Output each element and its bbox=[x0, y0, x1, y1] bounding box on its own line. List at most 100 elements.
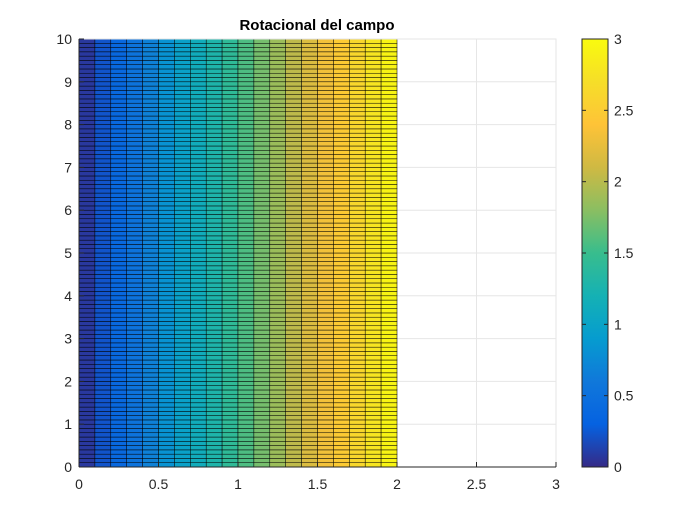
heatmap-cell bbox=[269, 231, 286, 237]
heatmap-cell bbox=[174, 325, 191, 331]
heatmap-cell bbox=[110, 192, 127, 198]
heatmap-cell bbox=[78, 304, 96, 309]
heatmap-cell bbox=[142, 137, 159, 142]
heatmap-cell bbox=[333, 393, 350, 399]
heatmap-cell bbox=[285, 274, 302, 279]
heatmap-cell bbox=[317, 351, 334, 356]
heatmap-cell bbox=[237, 222, 255, 228]
heatmap-cell bbox=[78, 162, 96, 168]
heatmap-cell bbox=[237, 90, 255, 95]
heatmap-cell bbox=[364, 214, 382, 220]
heatmap-cell bbox=[333, 137, 350, 142]
heatmap-cell bbox=[333, 274, 350, 279]
heatmap-cell bbox=[333, 179, 350, 185]
heatmap-cell bbox=[301, 38, 318, 44]
heatmap-cell bbox=[349, 321, 366, 327]
heatmap-cell bbox=[221, 321, 239, 327]
heatmap-cell bbox=[285, 308, 302, 314]
heatmap-cell bbox=[205, 85, 223, 91]
heatmap-cell bbox=[364, 304, 382, 309]
heatmap-cell bbox=[349, 51, 366, 57]
heatmap-cell bbox=[380, 432, 398, 438]
heatmap-cell bbox=[142, 60, 159, 65]
heatmap-cell bbox=[269, 38, 286, 44]
heatmap-cell bbox=[253, 402, 271, 408]
heatmap-cell bbox=[237, 98, 255, 104]
heatmap-cell bbox=[317, 244, 334, 249]
heatmap-cell bbox=[221, 282, 239, 288]
y-tick-label: 10 bbox=[56, 31, 72, 47]
heatmap-cell bbox=[78, 111, 96, 117]
heatmap-cell bbox=[301, 282, 318, 288]
heatmap-cell bbox=[285, 38, 302, 44]
heatmap-cell bbox=[364, 441, 382, 446]
heatmap-cell bbox=[364, 406, 382, 412]
heatmap-cell bbox=[317, 218, 334, 224]
heatmap-cell bbox=[380, 227, 398, 232]
heatmap-cell bbox=[126, 235, 143, 241]
heatmap-cell bbox=[237, 244, 255, 249]
heatmap-cell bbox=[285, 299, 302, 305]
heatmap-cell bbox=[237, 209, 255, 215]
heatmap-cell bbox=[142, 81, 159, 87]
heatmap-cell bbox=[158, 171, 175, 177]
heatmap-cell bbox=[333, 415, 350, 421]
heatmap-cell bbox=[78, 128, 96, 134]
heatmap-cell bbox=[158, 445, 175, 451]
heatmap-cell bbox=[380, 167, 398, 172]
heatmap-cell bbox=[221, 398, 239, 404]
heatmap-cell bbox=[126, 248, 143, 254]
heatmap-cell bbox=[317, 85, 334, 91]
heatmap-cell bbox=[78, 85, 96, 91]
colorbar-tick-label: 2.5 bbox=[614, 102, 634, 118]
heatmap-cell bbox=[190, 72, 207, 78]
heatmap-cell bbox=[126, 124, 143, 130]
heatmap-cell bbox=[333, 85, 350, 91]
heatmap-cell bbox=[269, 423, 286, 429]
heatmap-cell bbox=[94, 38, 112, 44]
heatmap-cell bbox=[349, 342, 366, 348]
heatmap-cell bbox=[190, 115, 207, 121]
heatmap-cell bbox=[158, 393, 175, 399]
heatmap-cell bbox=[237, 346, 255, 352]
heatmap-cell bbox=[110, 154, 127, 160]
heatmap-cell bbox=[380, 441, 398, 446]
heatmap-cell bbox=[237, 179, 255, 185]
heatmap-cell bbox=[253, 257, 271, 262]
heatmap-cell bbox=[158, 115, 175, 121]
heatmap-cell bbox=[333, 47, 350, 53]
heatmap-cell bbox=[158, 351, 175, 356]
heatmap-cell bbox=[380, 55, 398, 61]
heatmap-cell bbox=[94, 449, 112, 455]
heatmap-cell bbox=[301, 308, 318, 314]
heatmap-cell bbox=[158, 64, 175, 70]
heatmap-cell bbox=[94, 72, 112, 78]
heatmap-cell bbox=[364, 222, 382, 228]
heatmap-cell bbox=[110, 38, 127, 44]
heatmap-cell bbox=[94, 402, 112, 408]
heatmap-cell bbox=[174, 102, 191, 108]
heatmap-cell bbox=[301, 286, 318, 292]
heatmap-cell bbox=[301, 137, 318, 142]
heatmap-cell bbox=[126, 145, 143, 151]
heatmap-cell bbox=[333, 188, 350, 194]
heatmap-cell bbox=[317, 120, 334, 125]
heatmap-cell bbox=[364, 141, 382, 147]
heatmap-cell bbox=[78, 398, 96, 404]
heatmap-cell bbox=[142, 295, 159, 301]
heatmap-cell bbox=[285, 150, 302, 155]
heatmap-cell bbox=[94, 60, 112, 65]
heatmap-cell bbox=[285, 231, 302, 237]
heatmap-cell bbox=[158, 291, 175, 297]
heatmap-cell bbox=[364, 184, 382, 190]
heatmap-cell bbox=[142, 77, 159, 83]
heatmap-cell bbox=[380, 304, 398, 309]
heatmap-cell bbox=[237, 167, 255, 172]
heatmap-cell bbox=[205, 55, 223, 61]
heatmap-cell bbox=[285, 368, 302, 374]
heatmap-cell bbox=[174, 179, 191, 185]
heatmap-cell bbox=[78, 458, 96, 463]
heatmap-cell bbox=[158, 43, 175, 48]
heatmap-cell bbox=[142, 436, 159, 442]
heatmap-cell bbox=[126, 364, 143, 369]
